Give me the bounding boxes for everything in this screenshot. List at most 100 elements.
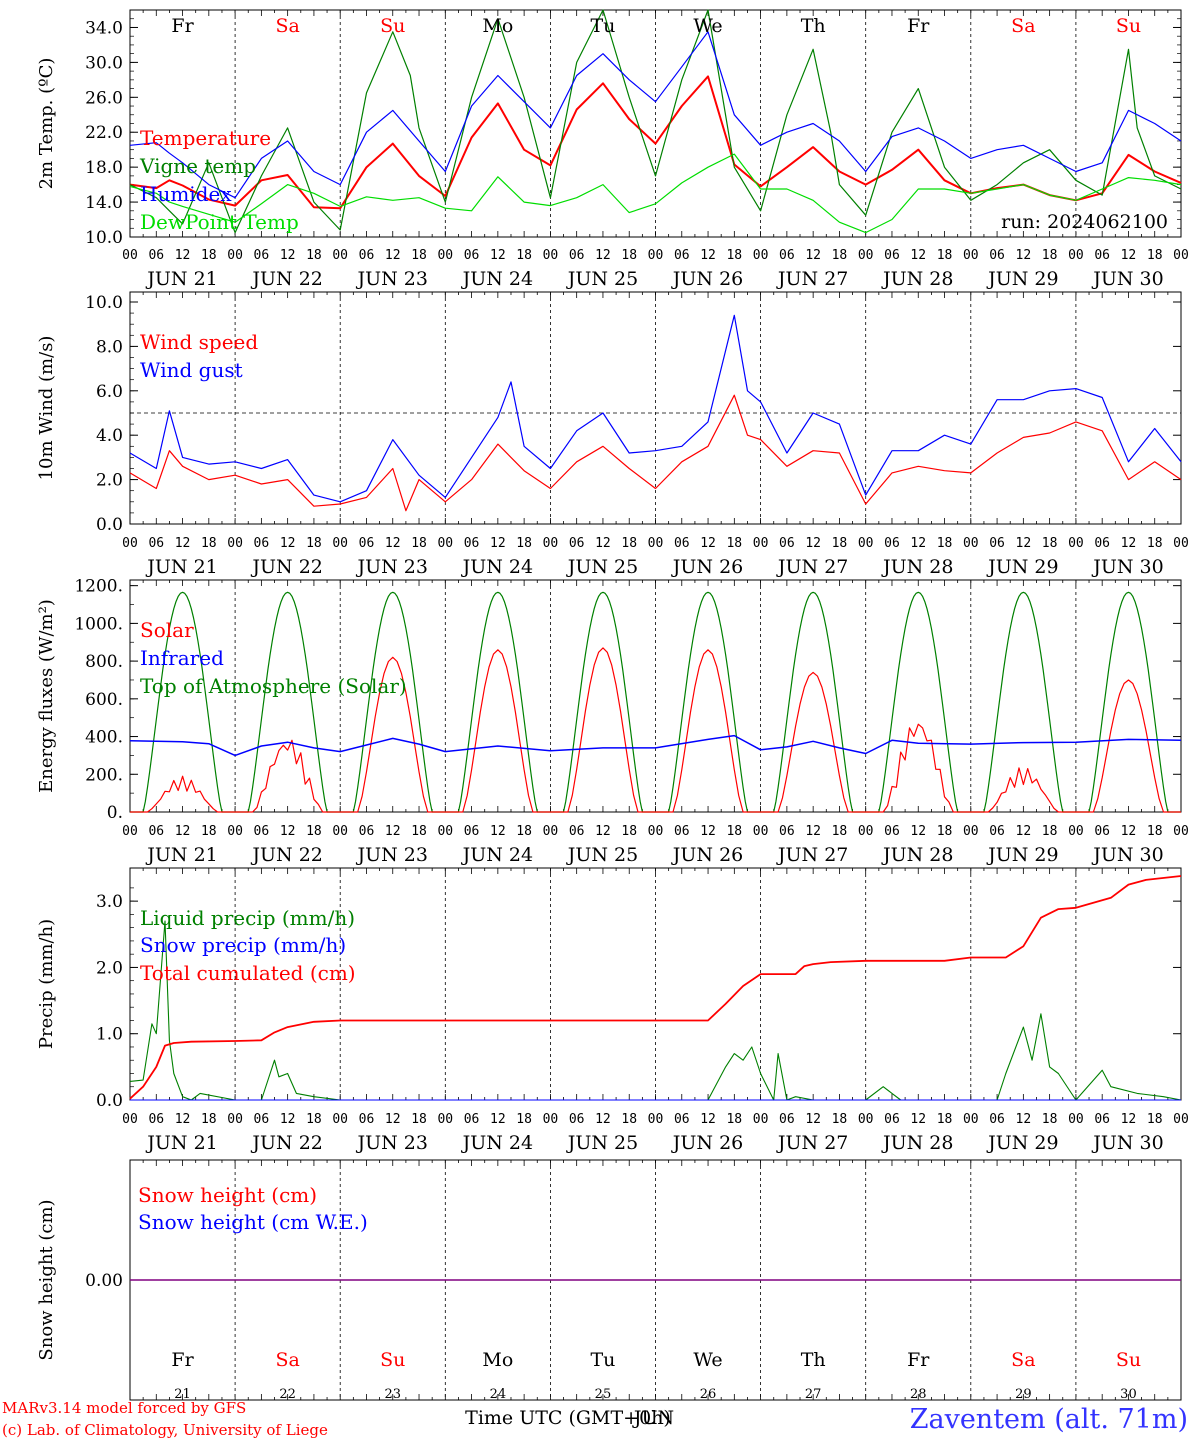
y-tick-label: 2.0 — [96, 958, 123, 978]
time-axis-month: JUN — [632, 1407, 674, 1429]
series-wind-gust — [129, 314, 1182, 503]
hour-tick-label: 12 — [490, 1112, 506, 1127]
hour-tick-label: 18 — [201, 1112, 217, 1127]
y-axis-title: Precip (mm/h) — [36, 919, 57, 1049]
hour-tick-label: 00 — [437, 824, 453, 839]
hour-tick-label: 12 — [910, 536, 926, 551]
hour-tick-label: 18 — [1042, 536, 1058, 551]
hour-tick-label: 00 — [1068, 824, 1084, 839]
hour-tick-label: 00 — [1068, 1112, 1084, 1127]
hour-tick-label: 18 — [726, 248, 742, 263]
date-label: JUN 23 — [356, 844, 428, 866]
run-label: run: 2024062100 — [1001, 211, 1168, 233]
hour-tick-label: 12 — [805, 824, 821, 839]
hour-tick-label: 06 — [148, 1112, 164, 1127]
hour-tick-label: 06 — [674, 824, 690, 839]
hour-tick-label: 06 — [148, 824, 164, 839]
legend-entry: Temperature — [140, 126, 271, 150]
hour-tick-label: 12 — [910, 248, 926, 263]
hour-tick-label: 00 — [332, 824, 348, 839]
weekday-label: Mo — [482, 1349, 513, 1371]
y-axis-title: Snow height (cm) — [36, 1199, 57, 1360]
hour-tick-label: 00 — [753, 1112, 769, 1127]
hour-tick-label: 18 — [832, 1112, 848, 1127]
hour-tick-label: 06 — [359, 1112, 375, 1127]
hour-tick-label: 18 — [1042, 248, 1058, 263]
hour-tick-label: 12 — [385, 248, 401, 263]
hour-tick-label: 18 — [621, 248, 637, 263]
hour-tick-label: 12 — [385, 824, 401, 839]
y-tick-label: 400. — [85, 728, 123, 748]
hour-tick-label: 00 — [1068, 248, 1084, 263]
weekday-label: Fr — [171, 1349, 194, 1371]
hour-tick-label: 00 — [543, 248, 559, 263]
weekday-label: Sa — [275, 15, 299, 37]
series-wind-speed — [129, 394, 1182, 512]
weekday-label: Tu — [590, 15, 615, 37]
date-label: JUN 29 — [986, 556, 1058, 578]
date-label: JUN 26 — [671, 268, 743, 290]
date-label: JUN 23 — [356, 556, 428, 578]
hour-tick-label: 12 — [280, 248, 296, 263]
date-label: JUN 23 — [356, 268, 428, 290]
hour-tick-label: 18 — [832, 824, 848, 839]
hour-tick-label: 00 — [858, 536, 874, 551]
hour-tick-label: 00 — [963, 824, 979, 839]
hour-tick-label: 00 — [963, 1112, 979, 1127]
date-label: JUN 25 — [566, 1132, 638, 1154]
hour-tick-label: 06 — [359, 536, 375, 551]
y-tick-label: 1200. — [74, 577, 123, 597]
legend-entry: Liquid precip (mm/h) — [140, 906, 355, 930]
date-label: JUN 29 — [986, 268, 1058, 290]
y-tick-label: 10.0 — [85, 293, 123, 313]
hour-tick-label: 00 — [858, 824, 874, 839]
legend-entry: Vigne temp — [139, 154, 256, 178]
date-label: JUN 21 — [145, 556, 217, 578]
hour-tick-label: 00 — [437, 248, 453, 263]
date-label: JUN 30 — [1091, 1132, 1163, 1154]
hour-tick-label: 18 — [201, 536, 217, 551]
hour-tick-label: 12 — [805, 1112, 821, 1127]
hour-tick-label: 06 — [464, 824, 480, 839]
hour-tick-label: 06 — [569, 1112, 585, 1127]
legend-entry: DewPoint Temp — [140, 210, 299, 234]
hour-tick-label: 18 — [621, 824, 637, 839]
date-label: JUN 22 — [250, 1132, 322, 1154]
hour-tick-label: 12 — [1121, 1112, 1137, 1127]
hour-tick-label: 18 — [726, 824, 742, 839]
model-credit: MARv3.14 model forced by GFS — [2, 1399, 246, 1417]
date-label: JUN 21 — [145, 1132, 217, 1154]
station-name: Zaventem (alt. 71m) — [910, 1404, 1188, 1435]
hour-tick-label: 12 — [700, 824, 716, 839]
hour-tick-label: 18 — [621, 536, 637, 551]
weekday-label: Fr — [907, 15, 930, 37]
date-label: JUN 29 — [986, 844, 1058, 866]
hour-tick-label: 18 — [516, 248, 532, 263]
hour-tick-label: 12 — [1016, 1112, 1032, 1127]
hour-tick-label: 00 — [858, 248, 874, 263]
series-infrared — [129, 734, 1182, 757]
hour-tick-label: 18 — [201, 248, 217, 263]
weekday-label: Su — [380, 15, 405, 37]
hour-tick-label: 18 — [1042, 1112, 1058, 1127]
y-tick-label: 4.0 — [96, 426, 123, 446]
hour-tick-label: 12 — [910, 1112, 926, 1127]
day-number: 25 — [595, 1387, 612, 1402]
date-label: JUN 24 — [461, 556, 533, 578]
y-tick-label: 6.0 — [96, 382, 123, 402]
hour-tick-label: 06 — [779, 248, 795, 263]
hour-tick-label: 18 — [621, 1112, 637, 1127]
weekday-label: Fr — [907, 1349, 930, 1371]
series-temperature — [129, 75, 1182, 210]
weekday-label: Fr — [171, 15, 194, 37]
hour-tick-label: 18 — [1147, 824, 1163, 839]
date-label: JUN 27 — [776, 556, 848, 578]
hour-tick-label: 18 — [201, 824, 217, 839]
hour-tick-label: 00 — [543, 536, 559, 551]
hour-tick-label: 00 — [963, 248, 979, 263]
hour-tick-label: 00 — [1173, 1112, 1189, 1127]
hour-tick-label: 12 — [280, 824, 296, 839]
y-tick-label: 34.0 — [85, 18, 123, 38]
legend-entry: Snow height (cm W.E.) — [138, 1210, 368, 1234]
hour-tick-label: 12 — [910, 824, 926, 839]
